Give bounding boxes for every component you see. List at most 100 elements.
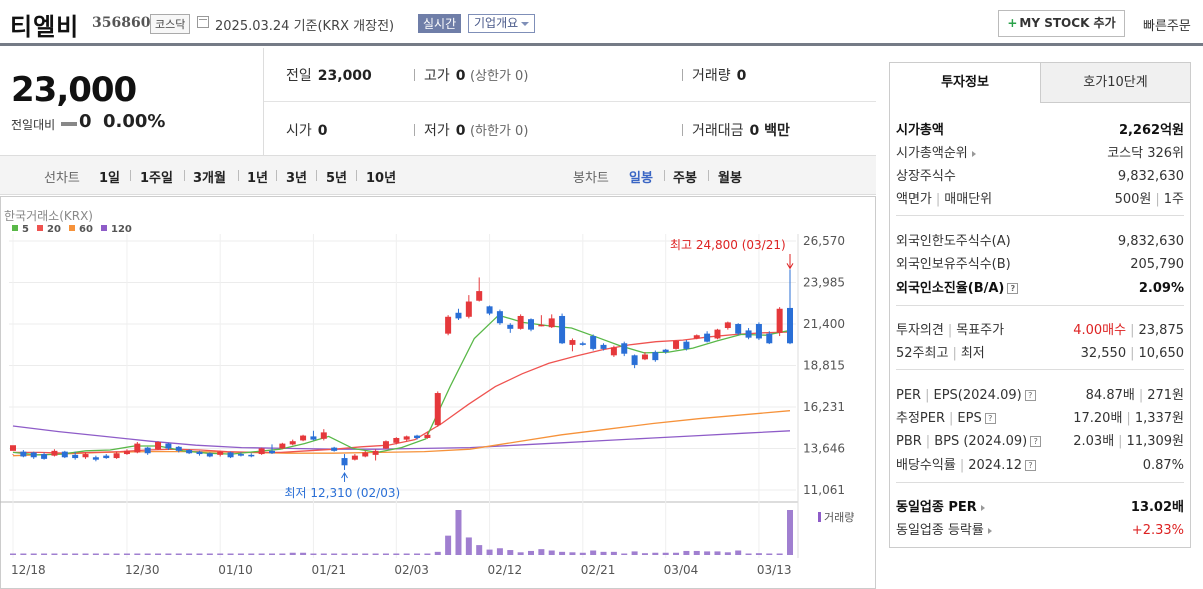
tab-monthly[interactable]: 월봉 xyxy=(718,171,742,186)
ma5-line xyxy=(12,314,791,456)
volume-bar xyxy=(155,553,162,555)
separator: | xyxy=(959,458,965,473)
help-icon[interactable]: ? xyxy=(1024,390,1036,401)
tab-10year[interactable]: 10년 xyxy=(366,171,397,186)
candle xyxy=(206,453,213,457)
volume-bar xyxy=(538,549,545,555)
arrow-up-icon xyxy=(341,471,348,479)
y-tick-label: 26,570 xyxy=(803,234,845,248)
tab-weekly[interactable]: 주봉 xyxy=(673,171,697,186)
info-label-text: 배당수익률 xyxy=(896,458,956,473)
info-label: 시가총액 xyxy=(896,120,944,142)
tab-3month[interactable]: 3개월 xyxy=(193,171,226,186)
info-value: 32,550 | 10,650 xyxy=(1081,343,1184,365)
divider xyxy=(664,170,665,181)
candle xyxy=(548,318,555,328)
volume-bar xyxy=(755,553,762,555)
candle xyxy=(579,343,586,345)
volume-bar xyxy=(704,551,711,555)
company-overview-dropdown[interactable]: 기업개요 xyxy=(468,14,536,33)
open-label: 시가 xyxy=(286,123,312,139)
candle xyxy=(714,329,721,339)
volume-bar xyxy=(248,553,255,555)
tab-1year[interactable]: 1년 xyxy=(247,171,269,186)
candle xyxy=(424,434,431,438)
quick-order-link[interactable]: 빠른주문 xyxy=(1143,19,1191,34)
arrow-down-icon xyxy=(786,263,794,270)
chevron-right-icon[interactable] xyxy=(980,504,985,511)
info-label-text: 액면가 xyxy=(896,192,932,207)
tab-daily[interactable]: 일봉 xyxy=(629,171,653,186)
divider xyxy=(356,170,357,181)
candle xyxy=(61,451,68,458)
help-icon[interactable]: ? xyxy=(1007,283,1019,294)
change-percent: 0.00% xyxy=(103,111,166,132)
info-value-text: 2.03배 xyxy=(1073,434,1115,449)
tab-5year[interactable]: 5년 xyxy=(326,171,348,186)
volume-bar xyxy=(517,552,524,555)
ma60-line xyxy=(12,410,791,457)
ma120-line xyxy=(12,425,791,450)
volume-bar xyxy=(41,553,48,555)
volume-bar xyxy=(673,552,680,555)
info-label-text: PBR xyxy=(896,434,922,449)
ma20-line xyxy=(13,331,791,454)
volume-bar xyxy=(528,550,534,555)
calendar-icon xyxy=(197,16,209,28)
info-label-text[interactable]: 동일업종 PER xyxy=(896,500,977,515)
info-label-text: EPS xyxy=(957,411,982,426)
info-row: PER | EPS(2024.09)? 84.87배 | 271원 xyxy=(896,385,1184,407)
volume-label: 거래량 xyxy=(692,68,731,84)
volume-bar xyxy=(30,553,37,555)
volume-bar xyxy=(590,550,597,555)
high-label: 고가 xyxy=(424,68,450,84)
chevron-right-icon[interactable] xyxy=(971,150,976,157)
help-icon[interactable]: ? xyxy=(1024,460,1036,471)
volume-bar xyxy=(206,553,213,555)
info-label-text[interactable]: 시가총액순위 xyxy=(896,146,968,161)
tab-1day[interactable]: 1일 xyxy=(99,171,121,186)
trade-amount-value: 0 백만 xyxy=(749,123,790,139)
help-icon[interactable]: ? xyxy=(984,413,996,424)
separator: | xyxy=(925,388,930,403)
volume-bar xyxy=(351,553,358,555)
volume: 거래량 0 xyxy=(692,65,746,85)
info-value: 500원 | 1주 xyxy=(1115,189,1184,211)
candle xyxy=(787,307,793,344)
realtime-button[interactable]: 실시간 xyxy=(418,14,462,33)
info-value: 2,262억원 xyxy=(1119,120,1184,142)
volume-bar xyxy=(237,553,244,555)
volume-bar xyxy=(165,553,172,555)
candle xyxy=(403,436,410,440)
x-tick-label: 01/10 xyxy=(218,563,253,577)
base-date: 2025.03.24 기준(KRX 개장전) xyxy=(215,19,395,34)
tab-1week[interactable]: 1주일 xyxy=(140,171,173,186)
info-value: 9,832,630 xyxy=(1118,231,1184,253)
tab-orderbook[interactable]: 호가10단계 xyxy=(1040,63,1190,103)
separator: | xyxy=(1155,192,1160,207)
upper-limit: (상한가 0) xyxy=(469,69,529,84)
divider xyxy=(682,69,683,81)
volume-bar xyxy=(579,552,586,555)
info-value-text: 10,650 xyxy=(1138,346,1185,361)
high-annotation: 최고 24,800 (03/21) xyxy=(670,238,786,252)
tab-investment-info[interactable]: 투자정보 xyxy=(890,63,1040,103)
info-value-text: +2.33% xyxy=(1131,523,1184,538)
info-value-text: 1주 xyxy=(1163,192,1184,207)
volume-bar xyxy=(766,553,773,555)
divider xyxy=(414,124,415,136)
chevron-right-icon[interactable] xyxy=(987,527,992,534)
legend-swatch xyxy=(12,225,18,231)
help-icon[interactable]: ? xyxy=(1030,436,1042,447)
candle xyxy=(113,453,120,459)
volume-bar xyxy=(787,510,793,555)
candle xyxy=(683,341,690,349)
tab-3year[interactable]: 3년 xyxy=(286,171,308,186)
company-overview-label: 기업개요 xyxy=(474,16,519,30)
add-mystock-button[interactable]: + MY STOCK 추가 xyxy=(998,10,1125,37)
info-row: 동일업종 등락률 +2.33% xyxy=(896,520,1184,542)
info-value-text: 9,832,630 xyxy=(1117,234,1184,249)
volume-bar xyxy=(227,553,234,555)
info-row: 동일업종 PER 13.02배 xyxy=(896,497,1184,519)
info-label-text[interactable]: 동일업종 등락률 xyxy=(896,523,984,538)
